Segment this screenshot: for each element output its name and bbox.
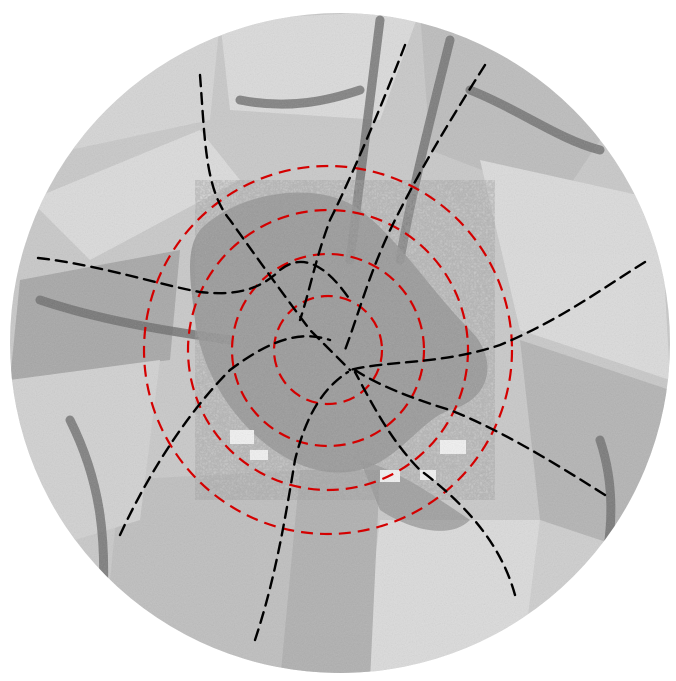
radial-road <box>298 43 407 322</box>
radial-road <box>348 260 647 372</box>
radial-road <box>198 73 352 372</box>
radial-road <box>253 370 350 642</box>
concentric-ring <box>230 252 426 448</box>
radial-road <box>353 368 607 497</box>
radial-road <box>343 63 487 352</box>
concentric-ring <box>272 294 384 406</box>
radial-road <box>353 370 517 597</box>
concentric-ring <box>142 164 514 536</box>
radial-road <box>36 256 352 302</box>
radial-roads <box>36 43 647 642</box>
radial-road <box>118 335 332 537</box>
concentric-ring <box>186 208 470 492</box>
concentric-rings <box>142 164 514 536</box>
